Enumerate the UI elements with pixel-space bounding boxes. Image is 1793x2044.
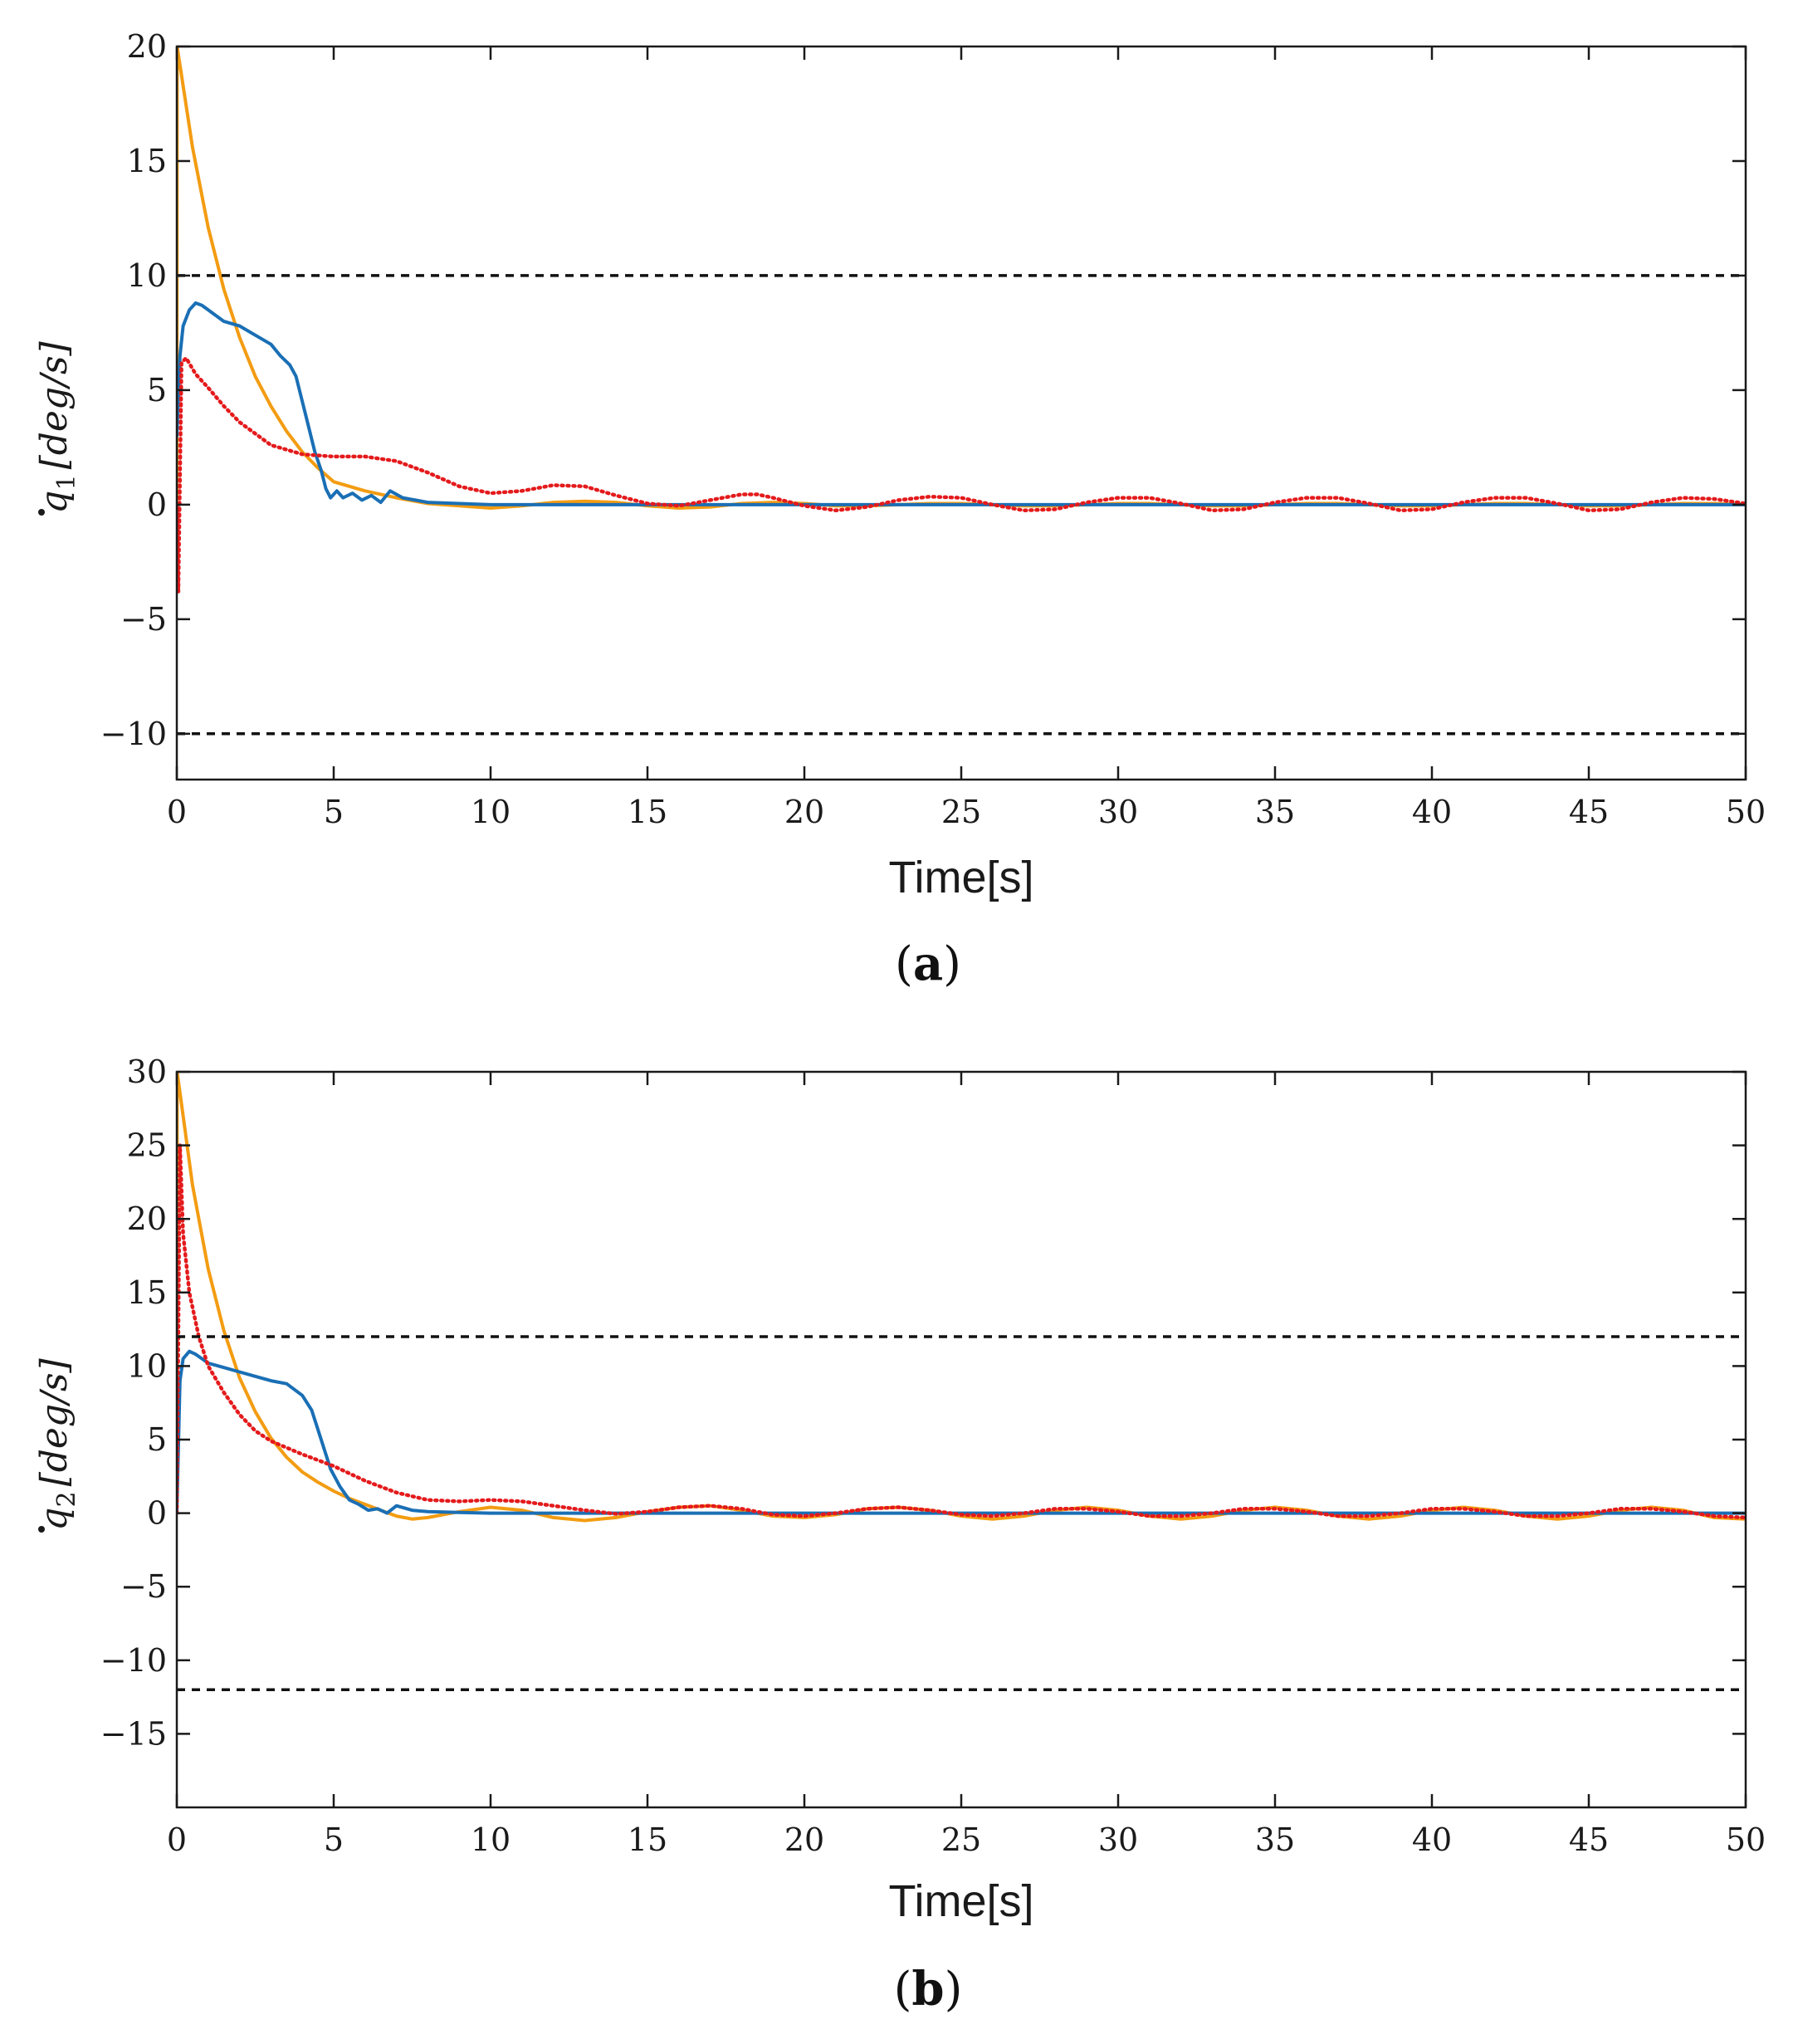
panel-b-x-tick-label: 10 [471,1822,511,1858]
panel-b-y-tick-label: 0 [147,1495,167,1532]
panel-b-x-tick-label: 35 [1255,1822,1295,1858]
panel-b-caption: (b) [894,1962,963,2017]
panel-b-y-tick-label: −15 [100,1715,167,1752]
panel-b-plot: 0 5 10 15 20 25 30 35 40 45 50 −15 −10 −5 0 5 10 15 20 25 30 [100,1054,1766,1858]
svg-text:q2[deg/s]: q2[deg/s] [33,1357,81,1530]
panel-b-y-tick-label: 30 [127,1054,167,1090]
panel-b-y-axis-title: q2[deg/s] [33,1357,81,1533]
panel-a-x-tick-label: 10 [471,794,511,830]
panel-a-series-red [177,356,1746,594]
panel-a-y-tick-label: 10 [127,257,167,294]
panel-a-x-tick-label: 25 [941,794,981,830]
panel-b-y-unit: [deg/s] [33,1357,76,1486]
panel-b-x-tick-label: 50 [1726,1822,1766,1858]
panel-b-series-red [177,1143,1746,1520]
svg-text:q1[deg/s]: q1[deg/s] [33,340,81,513]
panel-b-y-tick-label: −5 [120,1568,167,1605]
panel-b-x-axis-title: Time[s] [889,1876,1034,1926]
panel-b-y-tick-label: 15 [127,1274,167,1311]
panel-b-y-tick-label: −10 [100,1642,167,1679]
panel-a-y-subscript: 1 [52,474,81,490]
panel-b-y-tick-label: 10 [127,1347,167,1384]
panel-a-x-tick-label: 0 [167,794,187,830]
panel-a-x-tick-label: 5 [324,794,344,830]
panel-a-x-tick-label: 45 [1569,794,1609,830]
panel-b-x-tick-label: 45 [1569,1822,1609,1858]
panel-b-x-tick-label: 30 [1098,1822,1138,1858]
panel-b-series-group [177,1072,1746,1691]
panel-b-x-tick-label: 40 [1412,1822,1452,1858]
panel-a-y-unit: [deg/s] [33,340,76,469]
panel-a-series-group [177,46,1746,736]
panel-a-x-tick-label: 50 [1726,794,1766,830]
panel-b-y-tick-label: 25 [127,1127,167,1164]
panel-a-caption: (a) [895,936,961,991]
panel-b-y-tick-label: 20 [127,1200,167,1237]
chart-panel-b: 0 5 10 15 20 25 30 35 40 45 50 −15 −10 −5 0 5 10 15 20 25 30… [33,1054,1766,2017]
panel-b-x-tick-label: 25 [941,1822,981,1858]
panel-a-y-tick-label: 20 [127,28,167,65]
panel-a-series-blue [177,301,1746,506]
panel-a-x-axis-title: Time[s] [889,853,1034,902]
panel-a-y-tick-label: −5 [120,601,167,638]
panel-a-x-tick-label: 15 [628,794,667,830]
panel-b-y-tick-label: 5 [147,1421,167,1458]
panel-a-y-axis-title: q1[deg/s] [33,340,81,516]
panel-b-y-derivative-dot [38,1526,45,1533]
panel-a-y-tick-label: 5 [147,372,167,408]
panel-a-y-tick-label: −10 [100,716,167,752]
panel-b-caption-letter: b [911,1962,944,2017]
panel-a-caption-letter: a [913,936,943,991]
panel-b-x-tick-label: 15 [628,1822,667,1858]
panel-a-y-derivative-dot [38,509,45,516]
panel-b-x-tick-label: 20 [784,1822,824,1858]
panel-a-plot: 0 5 10 15 20 25 30 35 40 45 50 −10 −5 0 5 10 15 20 [100,28,1766,830]
panel-a-x-tick-label: 40 [1412,794,1452,830]
chart-panel-a: 0 5 10 15 20 25 30 35 40 45 50 −10 −5 0 5 10 15 20 Time[s… [33,28,1766,991]
panel-a-x-tick-label: 30 [1098,794,1138,830]
panel-b-x-tick-label: 0 [167,1822,187,1858]
panel-b-series-blue [177,1349,1746,1515]
panel-b-x-tick-label: 5 [324,1822,344,1858]
panel-a-x-tick-label: 35 [1255,794,1295,830]
panel-b-y-subscript: 2 [52,1491,81,1507]
panel-a-y-tick-label: 0 [147,487,167,523]
panel-a-y-tick-label: 15 [127,143,167,179]
panel-a-x-tick-label: 20 [784,794,824,830]
